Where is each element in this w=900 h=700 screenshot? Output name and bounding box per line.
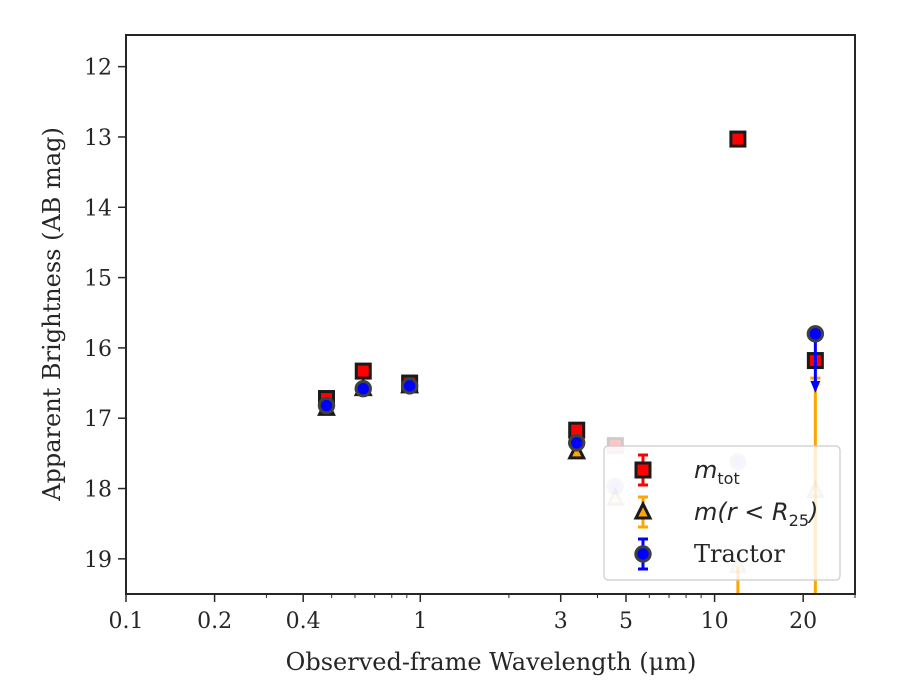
- chart-legend: mtot m(r < R25) Tractor: [603, 445, 841, 581]
- x-tick-label: 0.4: [286, 609, 321, 634]
- x-tick-label: 5: [619, 609, 633, 634]
- data-point: [400, 377, 419, 395]
- plot-frame: [125, 34, 856, 595]
- x-tick-label: 1: [413, 609, 427, 634]
- upper-limit-arrow: [810, 380, 821, 393]
- y-tick-label: 15: [84, 267, 112, 292]
- data-point: [354, 362, 372, 380]
- y-tick-label: 18: [84, 478, 112, 503]
- legend-label: mtot: [694, 456, 740, 488]
- legend-marker: [634, 545, 652, 563]
- data-point: [568, 434, 586, 452]
- legend-box: [603, 445, 841, 581]
- legend-label: m(r < R25): [694, 498, 818, 530]
- y-tick-label: 19: [84, 548, 112, 573]
- data-point: [729, 130, 747, 148]
- y-tick-label: 13: [84, 126, 112, 151]
- data-point: [317, 396, 336, 415]
- data-point: [806, 325, 825, 343]
- x-tick-label: 0.1: [109, 609, 144, 634]
- x-tick-label: 3: [554, 609, 568, 634]
- x-axis-title: Observed-frame Wavelength (μm): [286, 648, 697, 676]
- y-tick-label: 16: [84, 337, 112, 362]
- y-tick-label: 12: [84, 56, 112, 81]
- data-point: [354, 379, 372, 398]
- y-axis-title: Apparent Brightness (AB mag): [38, 127, 66, 502]
- legend-marker: [633, 500, 653, 520]
- y-tick-label: 14: [84, 196, 112, 221]
- y-tick-label: 17: [84, 407, 112, 432]
- x-tick-label: 0.2: [197, 609, 232, 634]
- x-tick-label: 20: [789, 609, 817, 634]
- x-tick-label: 10: [701, 609, 729, 634]
- legend-marker: [634, 461, 652, 479]
- legend-label: Tractor: [694, 540, 785, 568]
